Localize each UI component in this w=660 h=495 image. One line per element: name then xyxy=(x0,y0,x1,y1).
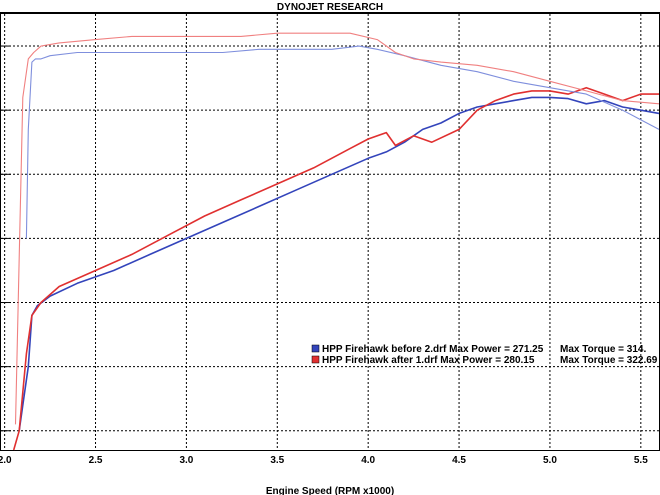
x-tick-label: 5.5 xyxy=(634,455,648,466)
x-tick-labels: 2.0 2.5 3.0 3.5 4.0 4.5 5.0 5.5 xyxy=(0,455,648,466)
series-line-1 xyxy=(18,96,660,431)
legend-entry-text: HPP Firehawk before 2.drf Max Power = 27… xyxy=(322,344,544,355)
legend: HPP Firehawk before 2.drf Max Power = 27… xyxy=(311,344,658,366)
x-tick-label: 3.5 xyxy=(270,455,284,466)
x-tick-label: 4.0 xyxy=(361,455,375,466)
legend-entry-text: HPP Firehawk after 1.drf Max Power = 280… xyxy=(322,355,535,366)
legend-swatch xyxy=(311,344,320,353)
chart-title: DYNOJET RESEARCH xyxy=(277,2,383,13)
x-tick-label: 2.5 xyxy=(89,455,103,466)
x-tick-label: 2.0 xyxy=(0,455,12,466)
x-tick-label: 4.5 xyxy=(452,455,466,466)
legend-torque-text: Max Torque = 314. xyxy=(560,344,646,355)
x-axis-label: Engine Speed (RPM x1000) xyxy=(266,486,394,495)
legend-torque-text: Max Torque = 322.69 xyxy=(560,355,658,366)
series-line-3 xyxy=(25,45,660,239)
x-tick-label: 5.0 xyxy=(543,455,557,466)
series-layer xyxy=(12,32,660,451)
grid xyxy=(1,14,659,450)
legend-swatch xyxy=(311,355,320,364)
x-tick-label: 3.0 xyxy=(179,455,193,466)
series-line-4 xyxy=(14,32,660,425)
series-line-2 xyxy=(12,86,659,451)
